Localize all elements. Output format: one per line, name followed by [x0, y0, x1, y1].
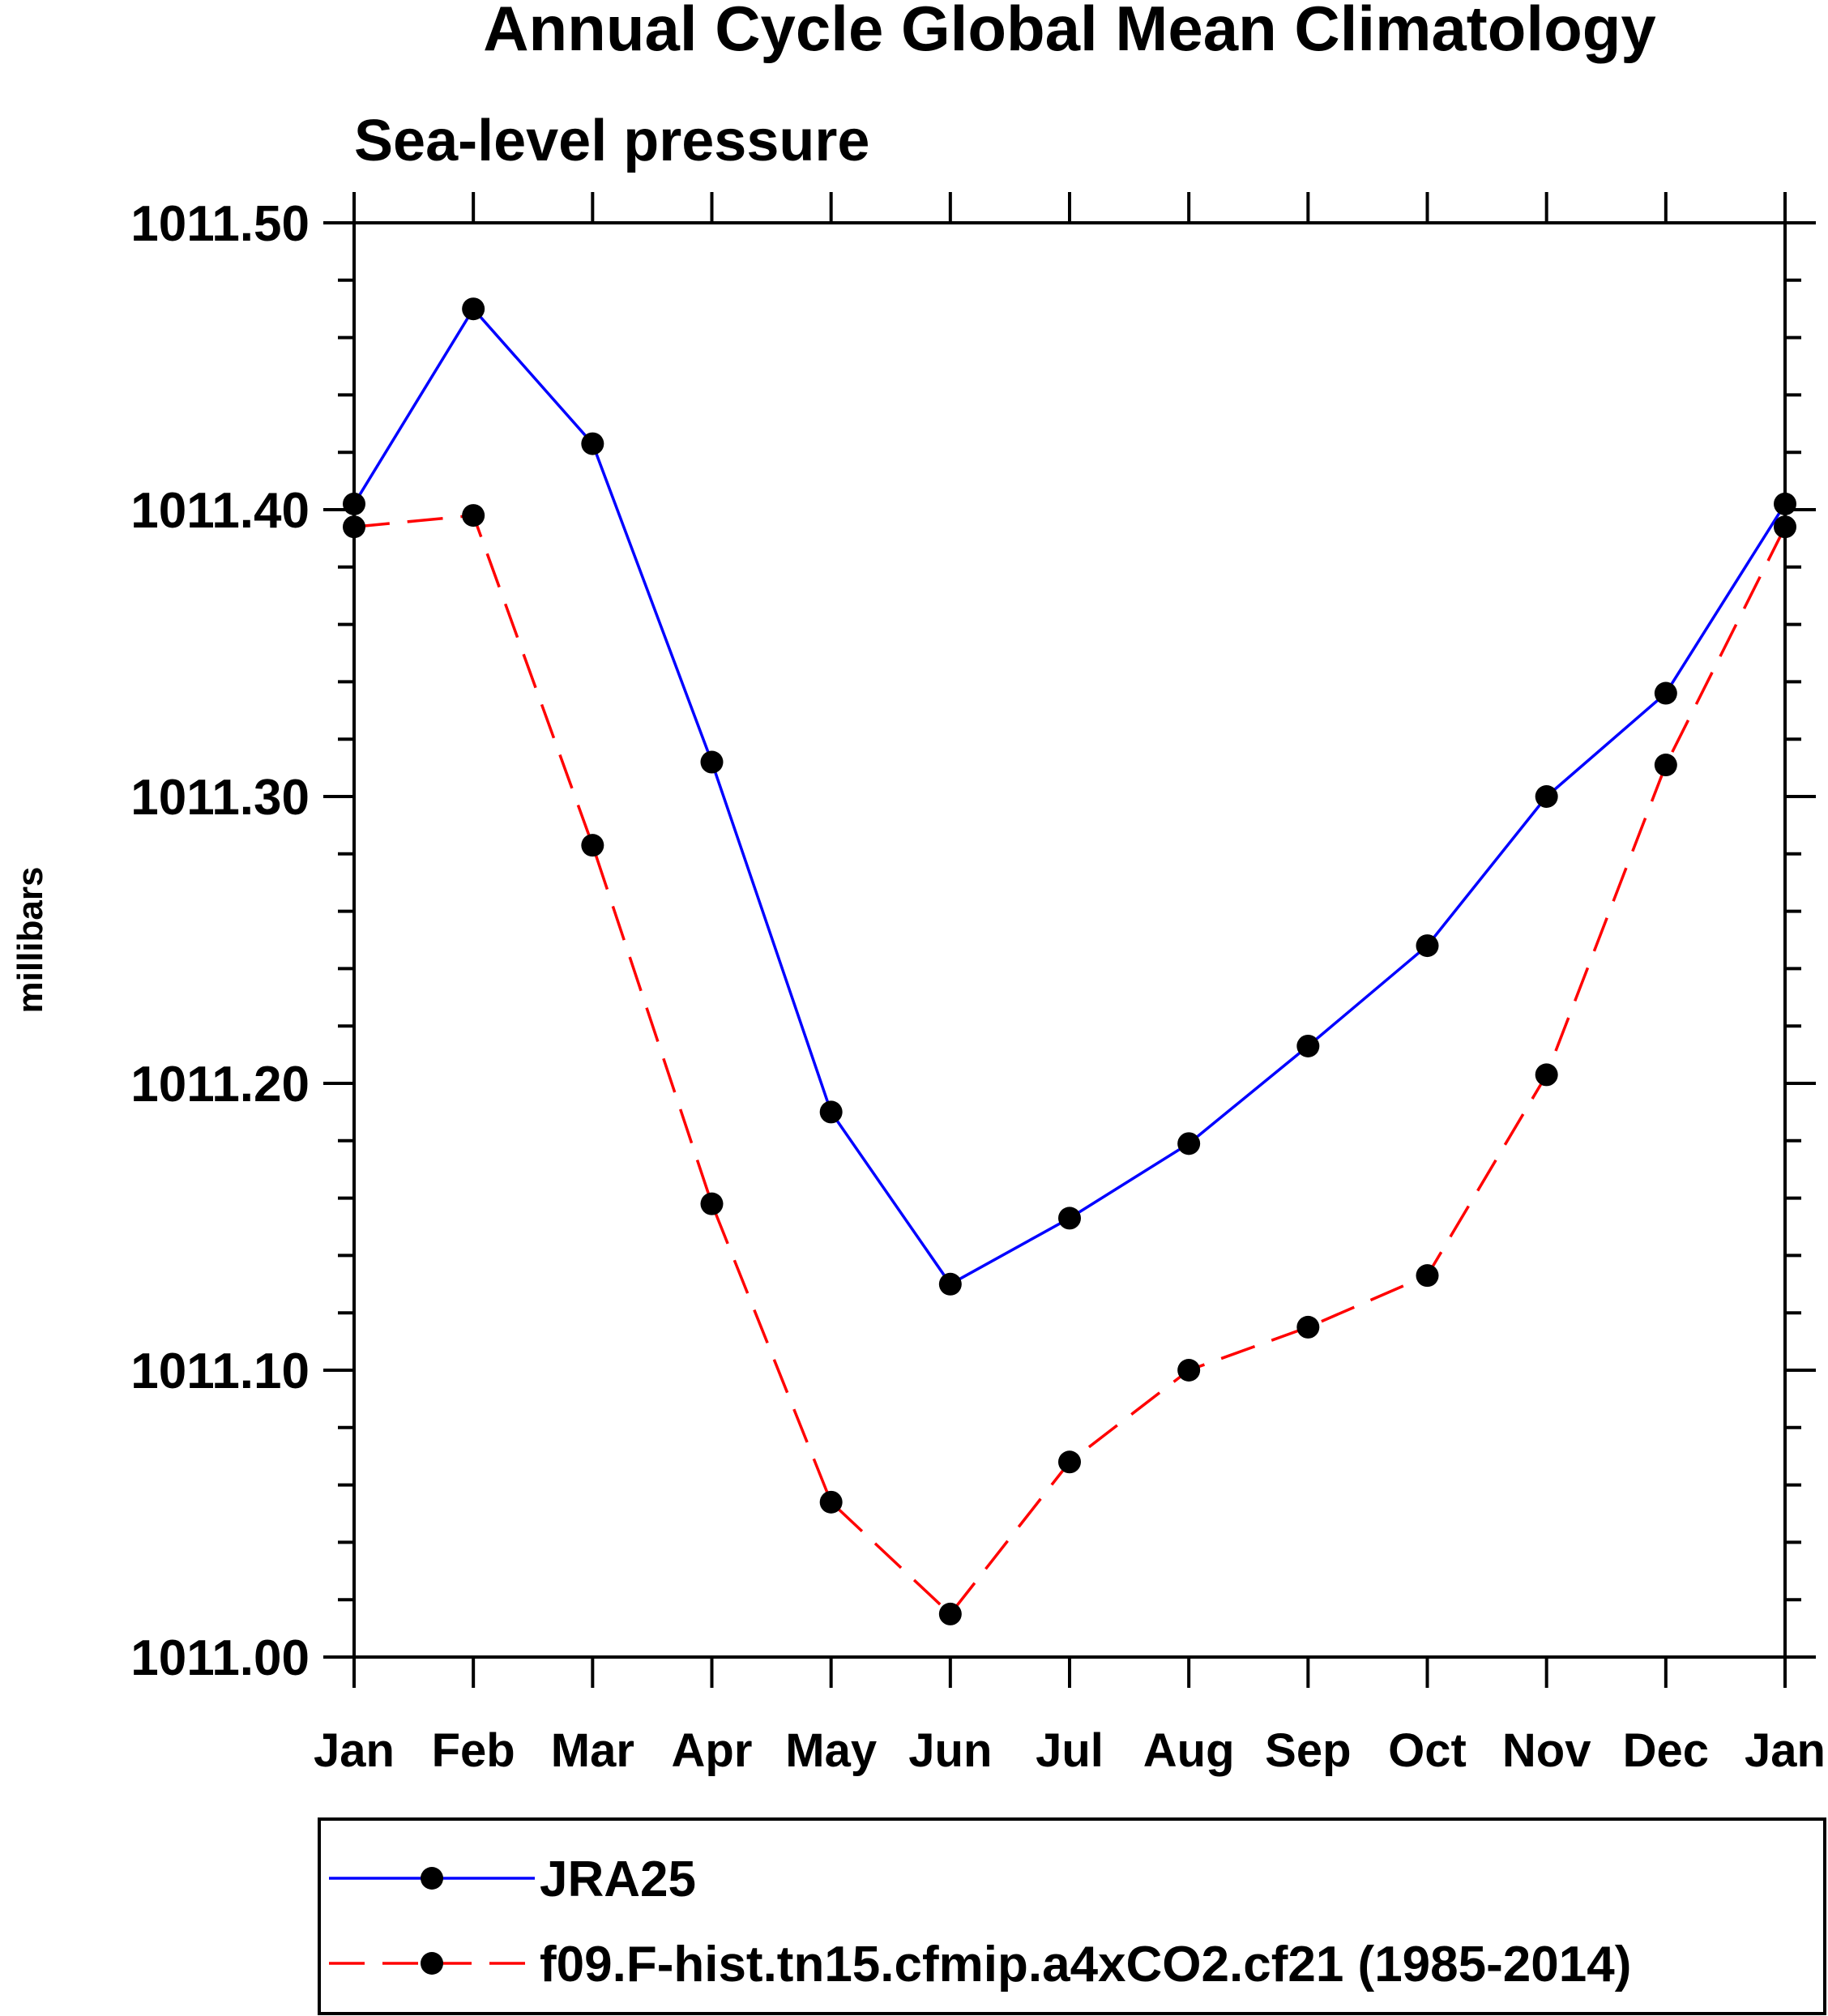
x-tick-label: Jan	[314, 1724, 395, 1777]
x-tick-label: Apr	[672, 1724, 753, 1777]
data-point	[1416, 1264, 1439, 1288]
x-tick-label: Mar	[551, 1724, 634, 1777]
x-tick-label: Jun	[908, 1724, 992, 1777]
legend: JRA25 f09.F-hist.tn15.cfmip.a4xCO2.cf21 (…	[318, 1817, 1826, 2015]
plot-frame	[352, 221, 1787, 1659]
legend-items: JRA25 f09.F-hist.tn15.cfmip.a4xCO2.cf21 (…	[329, 1852, 1631, 1993]
data-point	[462, 297, 485, 321]
x-tick-labels: Jan Feb Mar Apr May Jun Jul Aug Sep Oct Nov Dec Jan	[314, 1724, 1826, 1777]
x-tick-label: Jan	[1745, 1724, 1826, 1777]
y-tick-label: 1011.20	[130, 1057, 310, 1113]
data-point	[343, 515, 365, 539]
data-point	[819, 1490, 843, 1514]
x-tick-label: Aug	[1143, 1724, 1235, 1777]
data-point	[938, 1602, 962, 1625]
data-point	[700, 1192, 724, 1215]
x-tick-label: Feb	[432, 1724, 515, 1777]
data-point	[1654, 681, 1677, 705]
data-point	[462, 504, 485, 527]
data-point	[1058, 1450, 1081, 1474]
x-tick-label: Jul	[1036, 1724, 1104, 1777]
x-tick-label: Sep	[1265, 1724, 1351, 1777]
data-point	[1058, 1207, 1081, 1230]
data-point	[343, 492, 365, 515]
chart-subtitle: Sea-level pressure	[354, 109, 869, 173]
data-point	[1296, 1034, 1320, 1057]
axis-ticks	[323, 192, 1816, 1688]
y-tick-labels: 1011.00 1011.10 1011.20 1011.30 1011.40 1011.…	[130, 196, 310, 1686]
chart-title: Annual Cycle Global Mean Climatology	[483, 0, 1656, 64]
legend-label-1: f09.F-hist.tn15.cfmip.a4xCO2.cf21 (1985-…	[540, 1937, 1631, 1993]
y-tick-label: 1011.00	[130, 1630, 310, 1686]
data-point	[1535, 785, 1558, 808]
data-point	[581, 432, 604, 455]
data-point	[581, 834, 604, 857]
data-point	[1774, 492, 1796, 515]
data-point	[1774, 515, 1796, 539]
legend-box	[318, 1817, 1826, 2015]
x-tick-label: Nov	[1502, 1724, 1591, 1777]
legend-marker-0	[421, 1867, 443, 1890]
data-point	[1177, 1132, 1201, 1155]
x-tick-label: Oct	[1388, 1724, 1467, 1777]
data-point	[1416, 934, 1439, 958]
y-tick-label: 1011.50	[130, 196, 310, 252]
data-point	[938, 1272, 962, 1296]
x-tick-label: Dec	[1623, 1724, 1709, 1777]
legend-marker-1	[421, 1952, 443, 1975]
y-axis-label: millibars	[11, 867, 50, 1014]
y-tick-label: 1011.10	[130, 1343, 310, 1399]
data-point	[700, 750, 724, 774]
series-line-1	[353, 514, 1787, 1617]
data-point	[1654, 754, 1677, 777]
x-tick-label: May	[785, 1724, 877, 1777]
data-point	[1177, 1359, 1201, 1382]
data-point	[1296, 1315, 1320, 1339]
legend-label-0: JRA25	[540, 1852, 696, 1907]
data-point	[819, 1100, 843, 1124]
series-line-0	[352, 306, 1787, 1287]
y-tick-label: 1011.30	[130, 770, 310, 826]
series-layer	[343, 297, 1796, 1625]
y-tick-label: 1011.40	[130, 483, 310, 539]
data-point	[1535, 1063, 1558, 1087]
